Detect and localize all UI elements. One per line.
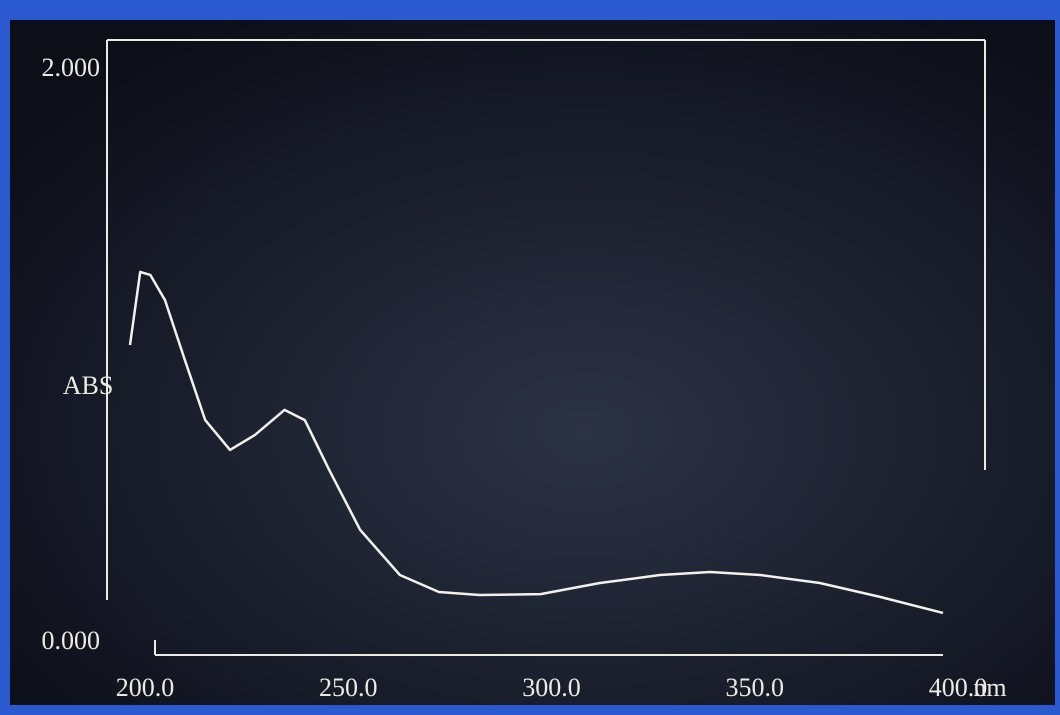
x-tick-label: 200.0	[116, 673, 175, 702]
y-tick-label: 2.000	[42, 53, 101, 82]
x-tick-label: 350.0	[726, 673, 785, 702]
x-tick-label: 250.0	[319, 673, 378, 702]
screen: ABS nm 0.0002.000200.0250.0300.0350.0400…	[0, 0, 1060, 715]
x-tick-label: 300.0	[522, 673, 581, 702]
x-tick-label: 400.0	[929, 673, 988, 702]
y-axis-label: ABS	[63, 371, 114, 400]
y-tick-label: 0.000	[42, 626, 101, 655]
